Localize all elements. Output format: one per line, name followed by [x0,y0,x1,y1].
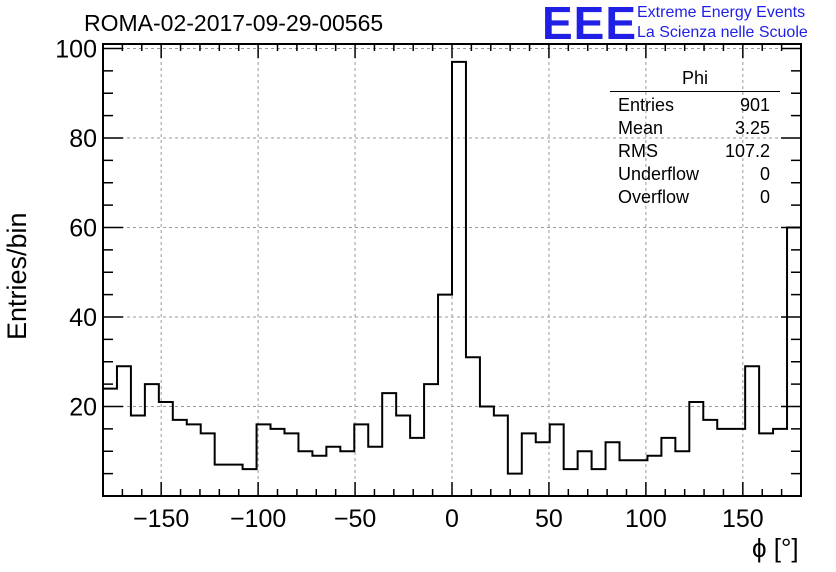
stats-title: Phi [610,68,780,92]
histogram-line [103,60,801,475]
eee-logo: EEE [542,0,638,49]
x-tick-label: 150 [722,505,764,533]
y-tick-label: 40 [69,304,97,332]
stats-box: Phi Entries 901 Mean 3.25 RMS 107.2 Unde… [610,68,780,209]
logo-line-1: Extreme Energy Events [637,4,806,21]
stats-value: 3.25 [734,118,770,138]
stats-row-overflow: Overflow 0 [610,186,780,209]
y-tick-label: 80 [69,125,97,153]
stats-label: Underflow [618,164,700,184]
x-tick-label: −100 [230,505,286,533]
stats-label: Overflow [618,187,690,207]
stats-row-entries: Entries 901 [610,94,780,117]
x-tick-label: 0 [445,505,459,533]
axis-ticks [102,44,802,497]
logo-line-2: La Scienza nelle Scuole [637,24,808,41]
stats-label: Mean [618,118,664,138]
stats-row-underflow: Underflow 0 [610,163,780,186]
stats-value: 0 [759,187,770,207]
x-tick-label: −50 [334,505,376,533]
stats-value: 0 [759,164,770,184]
stats-value: 901 [739,95,770,115]
chart-title: ROMA-02-2017-09-29-00565 [84,10,384,36]
x-tick-label: 50 [535,505,563,533]
y-tick-label: 60 [69,214,97,242]
stats-label: Entries [618,95,675,115]
plot-frame [102,43,802,497]
x-tick-label: 100 [625,505,667,533]
y-tick-label: 100 [55,35,97,63]
x-tick-label: −150 [133,505,189,533]
x-tick-labels: −150 −100 −50 0 50 100 150 [133,505,764,533]
y-axis-label: Entries/bin [2,212,32,340]
stats-label: RMS [618,141,658,161]
y-tick-labels: 20 40 60 80 100 [55,35,97,421]
stats-row-mean: Mean 3.25 [610,117,780,140]
x-axis-label: ϕ [°] [752,533,799,563]
stats-row-rms: RMS 107.2 [610,140,780,163]
stats-value: 107.2 [724,141,770,161]
y-tick-label: 20 [69,393,97,421]
